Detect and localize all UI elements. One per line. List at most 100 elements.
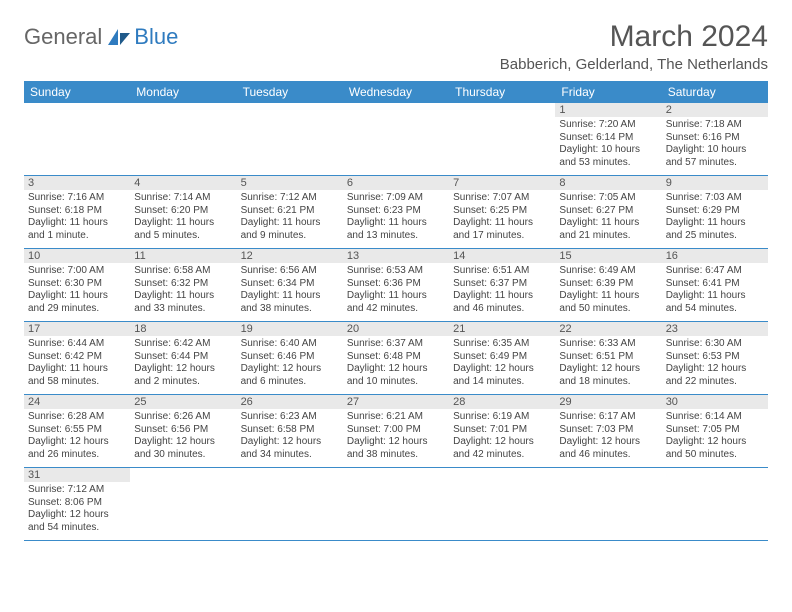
day-details: Sunrise: 7:18 AMSunset: 6:16 PMDaylight:…: [662, 117, 768, 172]
sunset-text: Sunset: 7:03 PM: [559, 424, 657, 437]
weekday-header: Thursday: [449, 81, 555, 103]
daylight-text: Daylight: 11 hours and 17 minutes.: [453, 217, 551, 242]
sunset-text: Sunset: 6:29 PM: [666, 205, 764, 218]
day-number: 20: [343, 322, 449, 336]
calendar-day-cell: 31Sunrise: 7:12 AMSunset: 8:06 PMDayligh…: [24, 468, 130, 541]
weekday-header: Sunday: [24, 81, 130, 103]
sunset-text: Sunset: 6:46 PM: [241, 351, 339, 364]
calendar-day-cell: [343, 103, 449, 176]
day-details: Sunrise: 6:26 AMSunset: 6:56 PMDaylight:…: [130, 409, 236, 464]
sunrise-text: Sunrise: 6:51 AM: [453, 265, 551, 278]
sunrise-text: Sunrise: 6:37 AM: [347, 338, 445, 351]
day-number: 30: [662, 395, 768, 409]
day-number: 3: [24, 176, 130, 190]
day-details: Sunrise: 7:05 AMSunset: 6:27 PMDaylight:…: [555, 190, 661, 245]
sunrise-text: Sunrise: 6:44 AM: [28, 338, 126, 351]
calendar-day-cell: [237, 103, 343, 176]
daylight-text: Daylight: 12 hours and 46 minutes.: [559, 436, 657, 461]
sunrise-text: Sunrise: 6:56 AM: [241, 265, 339, 278]
daylight-text: Daylight: 12 hours and 14 minutes.: [453, 363, 551, 388]
calendar-day-cell: 20Sunrise: 6:37 AMSunset: 6:48 PMDayligh…: [343, 322, 449, 395]
daylight-text: Daylight: 12 hours and 50 minutes.: [666, 436, 764, 461]
day-number: 25: [130, 395, 236, 409]
sunset-text: Sunset: 6:34 PM: [241, 278, 339, 291]
day-number: 17: [24, 322, 130, 336]
calendar-day-cell: [237, 468, 343, 541]
day-number: [343, 103, 449, 105]
daylight-text: Daylight: 10 hours and 53 minutes.: [559, 144, 657, 169]
weekday-header: Monday: [130, 81, 236, 103]
day-number: [237, 468, 343, 470]
day-number: 15: [555, 249, 661, 263]
day-details: Sunrise: 6:19 AMSunset: 7:01 PMDaylight:…: [449, 409, 555, 464]
calendar-day-cell: 30Sunrise: 6:14 AMSunset: 7:05 PMDayligh…: [662, 395, 768, 468]
calendar-day-cell: [130, 103, 236, 176]
daylight-text: Daylight: 12 hours and 42 minutes.: [453, 436, 551, 461]
day-number: 27: [343, 395, 449, 409]
sunset-text: Sunset: 6:20 PM: [134, 205, 232, 218]
daylight-text: Daylight: 11 hours and 38 minutes.: [241, 290, 339, 315]
sunrise-text: Sunrise: 7:07 AM: [453, 192, 551, 205]
calendar-day-cell: 29Sunrise: 6:17 AMSunset: 7:03 PMDayligh…: [555, 395, 661, 468]
daylight-text: Daylight: 12 hours and 18 minutes.: [559, 363, 657, 388]
day-details: Sunrise: 6:56 AMSunset: 6:34 PMDaylight:…: [237, 263, 343, 318]
calendar-day-cell: 23Sunrise: 6:30 AMSunset: 6:53 PMDayligh…: [662, 322, 768, 395]
sunrise-text: Sunrise: 7:12 AM: [241, 192, 339, 205]
day-number: 7: [449, 176, 555, 190]
day-number: 9: [662, 176, 768, 190]
calendar-day-cell: 21Sunrise: 6:35 AMSunset: 6:49 PMDayligh…: [449, 322, 555, 395]
sunset-text: Sunset: 6:44 PM: [134, 351, 232, 364]
calendar-day-cell: 18Sunrise: 6:42 AMSunset: 6:44 PMDayligh…: [130, 322, 236, 395]
day-number: 1: [555, 103, 661, 117]
day-number: 24: [24, 395, 130, 409]
day-details: Sunrise: 6:21 AMSunset: 7:00 PMDaylight:…: [343, 409, 449, 464]
day-details: Sunrise: 7:20 AMSunset: 6:14 PMDaylight:…: [555, 117, 661, 172]
sunrise-text: Sunrise: 6:47 AM: [666, 265, 764, 278]
day-number: [24, 103, 130, 105]
sunrise-text: Sunrise: 7:16 AM: [28, 192, 126, 205]
day-details: Sunrise: 6:30 AMSunset: 6:53 PMDaylight:…: [662, 336, 768, 391]
day-number: 16: [662, 249, 768, 263]
calendar-day-cell: 1Sunrise: 7:20 AMSunset: 6:14 PMDaylight…: [555, 103, 661, 176]
daylight-text: Daylight: 11 hours and 29 minutes.: [28, 290, 126, 315]
day-number: 5: [237, 176, 343, 190]
page-header: General Blue March 2024 Babberich, Gelde…: [24, 20, 768, 73]
location-text: Babberich, Gelderland, The Netherlands: [500, 56, 768, 73]
month-title: March 2024: [500, 20, 768, 54]
sunset-text: Sunset: 6:18 PM: [28, 205, 126, 218]
day-details: Sunrise: 6:28 AMSunset: 6:55 PMDaylight:…: [24, 409, 130, 464]
day-details: Sunrise: 7:16 AMSunset: 6:18 PMDaylight:…: [24, 190, 130, 245]
sunset-text: Sunset: 6:37 PM: [453, 278, 551, 291]
day-number: 22: [555, 322, 661, 336]
daylight-text: Daylight: 12 hours and 2 minutes.: [134, 363, 232, 388]
day-number: [449, 103, 555, 105]
sunrise-text: Sunrise: 6:42 AM: [134, 338, 232, 351]
daylight-text: Daylight: 12 hours and 54 minutes.: [28, 509, 126, 534]
sunset-text: Sunset: 6:36 PM: [347, 278, 445, 291]
calendar-day-cell: 17Sunrise: 6:44 AMSunset: 6:42 PMDayligh…: [24, 322, 130, 395]
sunset-text: Sunset: 6:21 PM: [241, 205, 339, 218]
day-details: Sunrise: 6:47 AMSunset: 6:41 PMDaylight:…: [662, 263, 768, 318]
daylight-text: Daylight: 11 hours and 33 minutes.: [134, 290, 232, 315]
day-number: 31: [24, 468, 130, 482]
title-block: March 2024 Babberich, Gelderland, The Ne…: [500, 20, 768, 73]
day-details: Sunrise: 6:53 AMSunset: 6:36 PMDaylight:…: [343, 263, 449, 318]
sunset-text: Sunset: 6:53 PM: [666, 351, 764, 364]
day-details: Sunrise: 6:14 AMSunset: 7:05 PMDaylight:…: [662, 409, 768, 464]
day-number: [662, 468, 768, 470]
daylight-text: Daylight: 12 hours and 26 minutes.: [28, 436, 126, 461]
daylight-text: Daylight: 11 hours and 54 minutes.: [666, 290, 764, 315]
brand-part2: Blue: [134, 24, 178, 50]
sunrise-text: Sunrise: 6:14 AM: [666, 411, 764, 424]
weekday-header: Tuesday: [237, 81, 343, 103]
day-number: 29: [555, 395, 661, 409]
daylight-text: Daylight: 12 hours and 30 minutes.: [134, 436, 232, 461]
day-details: Sunrise: 7:03 AMSunset: 6:29 PMDaylight:…: [662, 190, 768, 245]
calendar-day-cell: 13Sunrise: 6:53 AMSunset: 6:36 PMDayligh…: [343, 249, 449, 322]
daylight-text: Daylight: 11 hours and 25 minutes.: [666, 217, 764, 242]
sunrise-text: Sunrise: 6:30 AM: [666, 338, 764, 351]
day-details: Sunrise: 7:09 AMSunset: 6:23 PMDaylight:…: [343, 190, 449, 245]
daylight-text: Daylight: 11 hours and 58 minutes.: [28, 363, 126, 388]
calendar-day-cell: 6Sunrise: 7:09 AMSunset: 6:23 PMDaylight…: [343, 176, 449, 249]
sunrise-text: Sunrise: 7:18 AM: [666, 119, 764, 132]
